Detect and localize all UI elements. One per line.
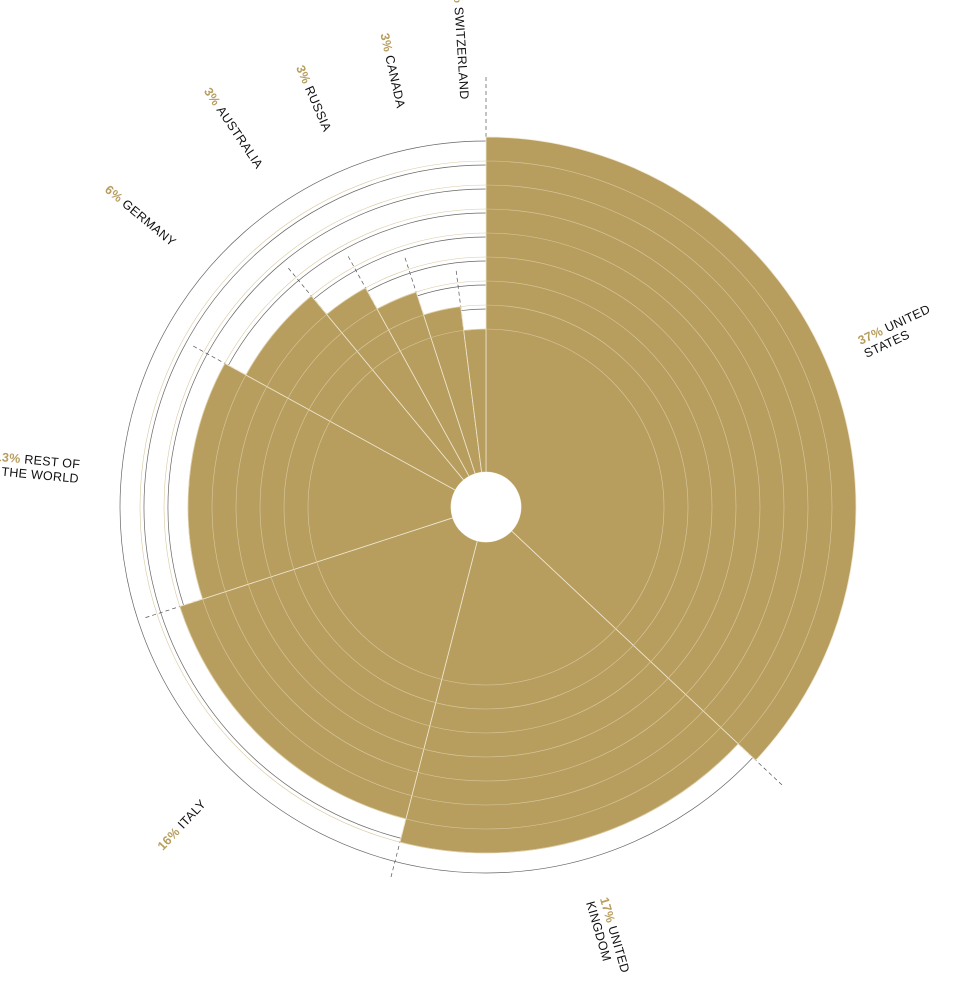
label-germany: 6% GERMANY	[102, 183, 179, 250]
name-line: RUSSIA	[302, 84, 334, 134]
name-line: CANADA	[382, 54, 407, 110]
track-arc-russia	[367, 260, 486, 292]
percent-label: 13%	[0, 450, 25, 467]
track-arc-switzerland	[461, 308, 486, 311]
guide-layer	[119, 77, 783, 878]
ring-line	[283, 304, 689, 710]
track-arc-canada	[417, 284, 486, 297]
ring-line	[211, 232, 761, 782]
category-label-switzerland: 2% SWITZERLAND	[450, 0, 471, 100]
category-label-australia: 3% AUSTRALIA	[201, 85, 266, 171]
track-arc-italy	[143, 164, 486, 839]
label-canada: 3% CANADA	[377, 32, 407, 110]
label-united-kingdom: 17% UNITEDKINGDOM	[583, 896, 632, 979]
track-arc-united-kingdom	[119, 140, 754, 874]
ring-lines-layer	[139, 160, 833, 854]
name-line: GERMANY	[119, 197, 179, 250]
center-hole	[451, 472, 521, 542]
name-line: UNITED	[883, 302, 933, 335]
label-russia: 3% RUSSIA	[293, 63, 334, 134]
category-label-italy: 16% ITALY	[155, 797, 209, 854]
label-italy: 16% ITALY	[155, 797, 209, 854]
name-line: AUSTRALIA	[214, 104, 266, 172]
ring-line	[307, 328, 665, 686]
category-label-germany: 6% GERMANY	[102, 183, 179, 250]
label-australia: 3% AUSTRALIA	[201, 85, 266, 171]
track-arc-rest-of-the-world	[167, 188, 486, 606]
name-line: ITALY	[175, 797, 209, 832]
label-switzerland: 2% SWITZERLAND	[450, 0, 471, 100]
ring-line	[163, 184, 809, 830]
ring-line	[139, 160, 833, 854]
track-arc-germany	[228, 212, 486, 366]
label-rest-of-the-world: 13% REST OFTHE WORLD	[0, 450, 81, 486]
percent-label: 2%	[450, 0, 465, 7]
category-label-russia: 3% RUSSIA	[293, 63, 334, 134]
percent-label: 3%	[377, 32, 396, 57]
category-label-rest-of-the-world: 13% REST OFTHE WORLD	[0, 450, 81, 486]
name-line: REST OF	[24, 452, 81, 471]
ring-line	[259, 280, 713, 734]
bars-layer	[179, 136, 857, 854]
category-label-united-states: 37% UNITEDSTATES	[856, 302, 939, 361]
label-united-states: 37% UNITEDSTATES	[856, 302, 939, 361]
ring-line	[187, 208, 785, 806]
track-arc-australia	[313, 236, 486, 300]
name-line: SWITZERLAND	[452, 6, 472, 100]
category-label-canada: 3% CANADA	[377, 32, 407, 110]
ring-line	[235, 256, 737, 758]
category-label-united-kingdom: 17% UNITEDKINGDOM	[583, 896, 632, 979]
